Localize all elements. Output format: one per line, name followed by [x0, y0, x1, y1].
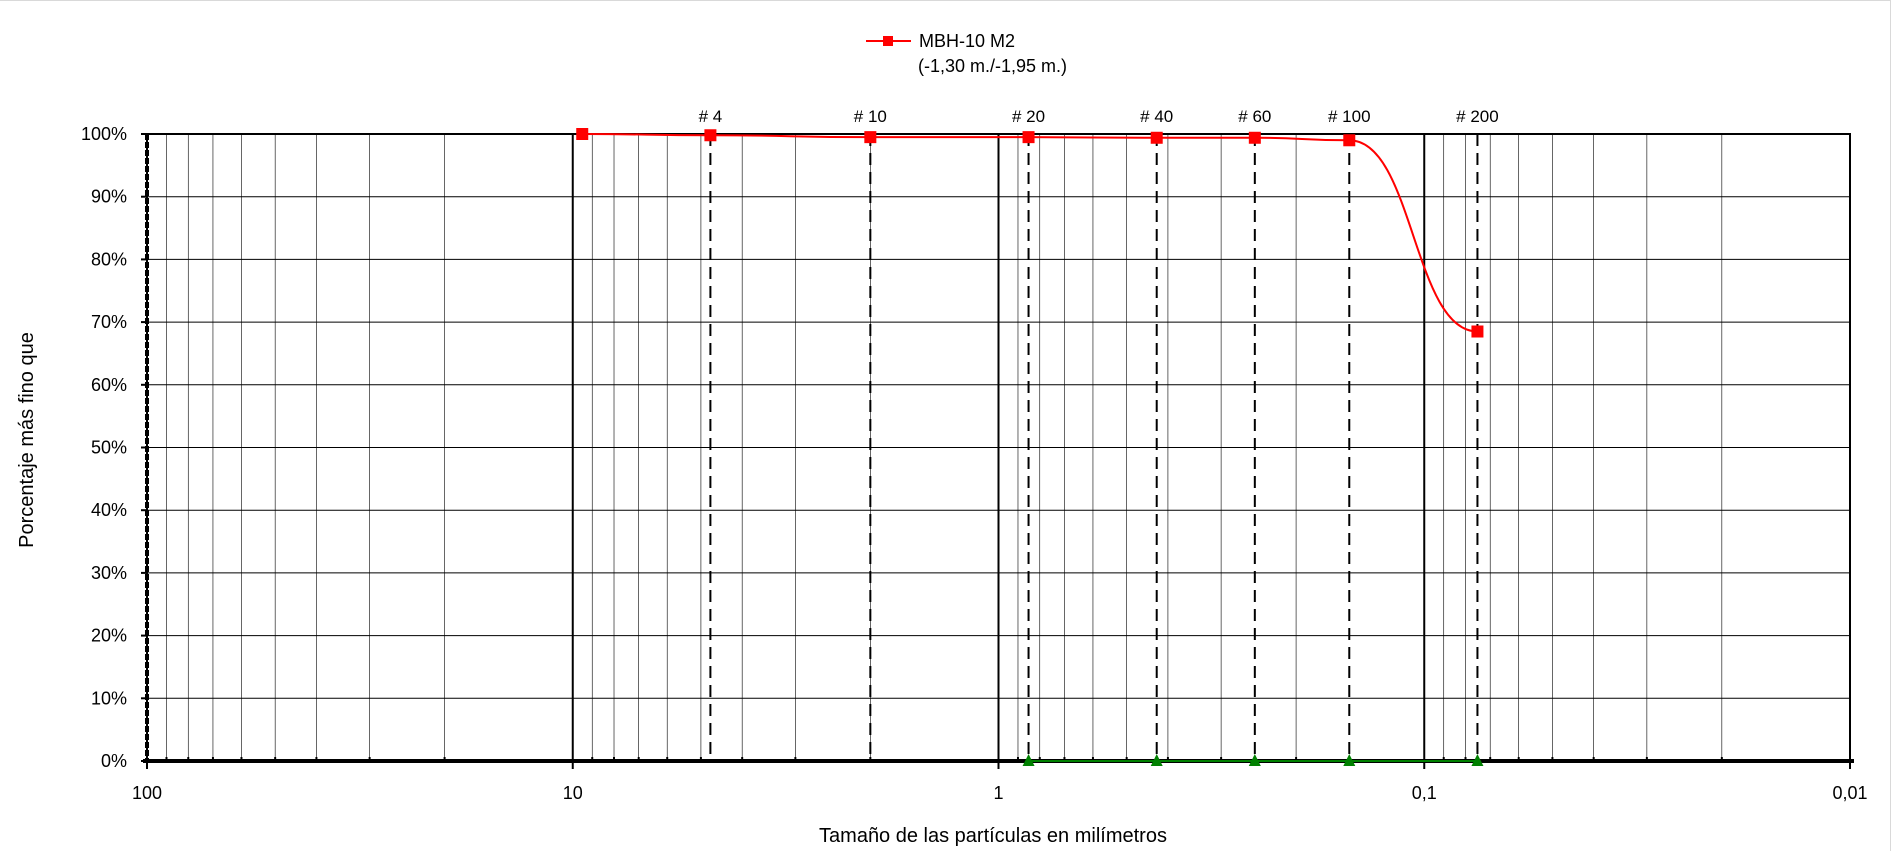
data-point	[1022, 131, 1035, 144]
y-axis-title: Porcentaje más fino que	[16, 332, 38, 548]
data-point	[1471, 325, 1484, 338]
sieve-label: # 10	[854, 107, 887, 126]
legend: MBH-10 M2 (-1,30 m./-1,95 m.)	[866, 31, 1067, 76]
data-point	[1150, 754, 1163, 766]
sieve-label: # 100	[1328, 107, 1371, 126]
x-tick-label: 0,1	[1412, 783, 1437, 803]
y-tick-label: 80%	[91, 249, 127, 269]
data-point	[1248, 131, 1261, 144]
x-tick-label: 10	[563, 783, 583, 803]
data-point	[1343, 754, 1356, 766]
legend-marker	[883, 36, 893, 46]
series-line-0	[582, 133, 1478, 333]
data-point	[1471, 754, 1484, 766]
data-point	[1022, 754, 1035, 766]
axes	[143, 133, 1854, 769]
y-tick-label: 50%	[91, 438, 127, 458]
sieve-lines	[709, 134, 1479, 761]
y-tick-label: 70%	[91, 312, 127, 332]
data-point	[576, 128, 589, 140]
legend-series-depth: (-1,30 m./-1,95 m.)	[918, 56, 1067, 76]
sieve-label: # 60	[1238, 107, 1271, 126]
y-tick-label: 90%	[91, 187, 127, 207]
sieve-label: # 40	[1140, 107, 1173, 126]
sieve-label: # 20	[1012, 107, 1045, 126]
sieve-label: # 4	[699, 107, 723, 126]
x-tick-label: 0,01	[1832, 783, 1867, 803]
x-axis-title: Tamaño de las partículas en milímetros	[819, 825, 1167, 847]
x-tick-label: 1	[993, 783, 1003, 803]
data-point	[864, 131, 877, 144]
legend-series-name: MBH-10 M2	[919, 31, 1015, 51]
data-point	[1248, 754, 1261, 766]
sieve-label: # 200	[1456, 107, 1499, 126]
series-layer	[576, 128, 1484, 766]
y-tick-label: 40%	[91, 500, 127, 520]
y-tick-label: 0%	[101, 751, 127, 771]
y-tick-label: 60%	[91, 375, 127, 395]
data-point	[704, 129, 717, 142]
y-tick-label: 20%	[91, 626, 127, 646]
y-tick-label: 30%	[91, 563, 127, 583]
y-tick-label: 100%	[81, 124, 127, 144]
data-point	[1343, 134, 1356, 147]
y-tick-label: 10%	[91, 688, 127, 708]
data-point	[1150, 131, 1163, 144]
x-tick-label: 100	[132, 783, 162, 803]
tick-labels: # 4 # 10 # 20 # 40 # 60 # 100 # 200 100 10 1 0,1 0,…	[81, 107, 1868, 803]
